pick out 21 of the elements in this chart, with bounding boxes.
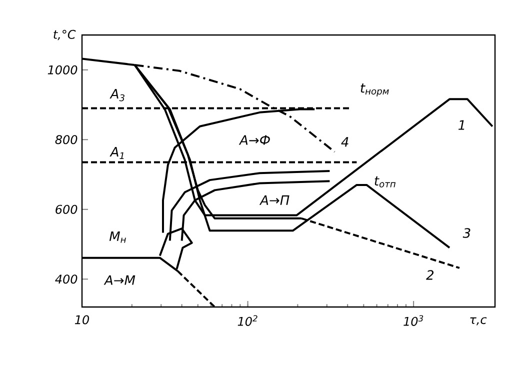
y-tick-label: 600 bbox=[56, 204, 78, 214]
annotation: 3 bbox=[462, 228, 470, 238]
annotation: t$_{отп}$ bbox=[374, 176, 396, 188]
annotation: M$_{н}$ bbox=[109, 231, 126, 243]
annotation: A→M bbox=[104, 275, 136, 285]
x-tick-label: 10$^{2}$ bbox=[238, 315, 258, 326]
y-tick-label: 400 bbox=[55, 274, 78, 284]
x-tick-label: 10$^{3}$ bbox=[404, 315, 424, 326]
x-axis-title: τ,с bbox=[470, 317, 487, 326]
annotation: A→Ф bbox=[238, 135, 270, 145]
annotation: 1 bbox=[458, 120, 464, 130]
y-tick-label: 800 bbox=[55, 135, 78, 144]
x-tick-label: 10 bbox=[74, 315, 90, 324]
y-tick-label: 1000 bbox=[48, 65, 78, 74]
annotation: A→П bbox=[259, 195, 290, 205]
annotation: A$_{3}$ bbox=[110, 88, 124, 102]
annotation: 4 bbox=[341, 137, 348, 147]
y-axis-title: t,°C bbox=[54, 30, 76, 40]
annotation: 2 bbox=[426, 270, 434, 280]
annotation: t$_{норм}$ bbox=[360, 84, 389, 96]
annotation: A$_{1}$ bbox=[110, 147, 124, 160]
